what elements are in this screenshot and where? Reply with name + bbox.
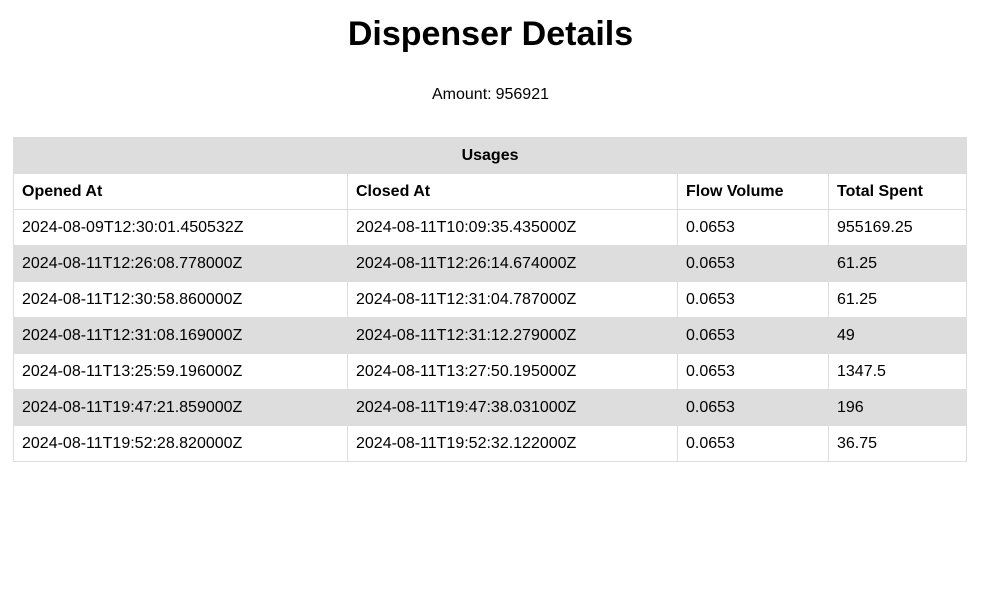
opened-at-cell: 2024-08-11T12:31:08.169000Z <box>13 317 348 354</box>
opened-at-cell: 2024-08-11T13:25:59.196000Z <box>13 353 348 390</box>
flow-volume-cell: 0.0653 <box>677 317 829 354</box>
usages-table: Usages Opened At Closed At Flow Volume T… <box>12 137 968 462</box>
usages-caption: Usages <box>12 137 968 174</box>
table-row: 2024-08-11T19:52:28.820000Z 2024-08-11T1… <box>13 425 968 462</box>
column-header-total-spent: Total Spent <box>827 173 968 210</box>
closed-at-cell: 2024-08-11T12:31:04.787000Z <box>347 281 678 318</box>
total-spent-cell: 196 <box>827 389 968 426</box>
flow-volume-cell: 0.0653 <box>677 281 829 318</box>
table-row: 2024-08-09T12:30:01.450532Z 2024-08-11T1… <box>13 209 968 246</box>
total-spent-cell: 36.75 <box>827 425 968 462</box>
total-spent-cell: 955169.25 <box>827 209 968 246</box>
total-spent-cell: 49 <box>827 317 968 354</box>
flow-volume-cell: 0.0653 <box>677 425 829 462</box>
closed-at-cell: 2024-08-11T10:09:35.435000Z <box>347 209 678 246</box>
table-row: 2024-08-11T12:31:08.169000Z 2024-08-11T1… <box>13 317 968 354</box>
closed-at-cell: 2024-08-11T19:47:38.031000Z <box>347 389 678 426</box>
page-title: Dispenser Details <box>347 15 634 53</box>
total-spent-cell: 61.25 <box>827 245 968 282</box>
table-row: 2024-08-11T12:26:08.778000Z 2024-08-11T1… <box>13 245 968 282</box>
opened-at-cell: 2024-08-11T19:47:21.859000Z <box>13 389 348 426</box>
total-spent-cell: 1347.5 <box>827 353 968 390</box>
opened-at-cell: 2024-08-09T12:30:01.450532Z <box>13 209 348 246</box>
column-header-closed-at: Closed At <box>347 173 678 210</box>
amount-line: Amount: 956921 <box>0 85 981 105</box>
opened-at-cell: 2024-08-11T12:26:08.778000Z <box>13 245 348 282</box>
flow-volume-cell: 0.0653 <box>677 245 829 282</box>
table-row: 2024-08-11T13:25:59.196000Z 2024-08-11T1… <box>13 353 968 390</box>
column-header-opened-at: Opened At <box>13 173 348 210</box>
amount-value: 956921 <box>495 86 549 103</box>
table-row: 2024-08-11T12:30:58.860000Z 2024-08-11T1… <box>13 281 968 318</box>
closed-at-cell: 2024-08-11T12:31:12.279000Z <box>347 317 678 354</box>
closed-at-cell: 2024-08-11T13:27:50.195000Z <box>347 353 678 390</box>
flow-volume-cell: 0.0653 <box>677 353 829 390</box>
flow-volume-cell: 0.0653 <box>677 209 829 246</box>
total-spent-cell: 61.25 <box>827 281 968 318</box>
usages-caption-row: Usages <box>12 137 968 174</box>
table-row: 2024-08-11T19:47:21.859000Z 2024-08-11T1… <box>13 389 968 426</box>
closed-at-cell: 2024-08-11T19:52:32.122000Z <box>347 425 678 462</box>
closed-at-cell: 2024-08-11T12:26:14.674000Z <box>347 245 678 282</box>
opened-at-cell: 2024-08-11T12:30:58.860000Z <box>13 281 348 318</box>
usages-table-body: 2024-08-09T12:30:01.450532Z 2024-08-11T1… <box>13 209 968 462</box>
flow-volume-cell: 0.0653 <box>677 389 829 426</box>
usages-header-row: Opened At Closed At Flow Volume Total Sp… <box>13 173 968 210</box>
opened-at-cell: 2024-08-11T19:52:28.820000Z <box>13 425 348 462</box>
usages-table-container: Usages Opened At Closed At Flow Volume T… <box>12 137 968 462</box>
column-header-flow-volume: Flow Volume <box>677 173 829 210</box>
amount-label: Amount: <box>432 86 492 103</box>
